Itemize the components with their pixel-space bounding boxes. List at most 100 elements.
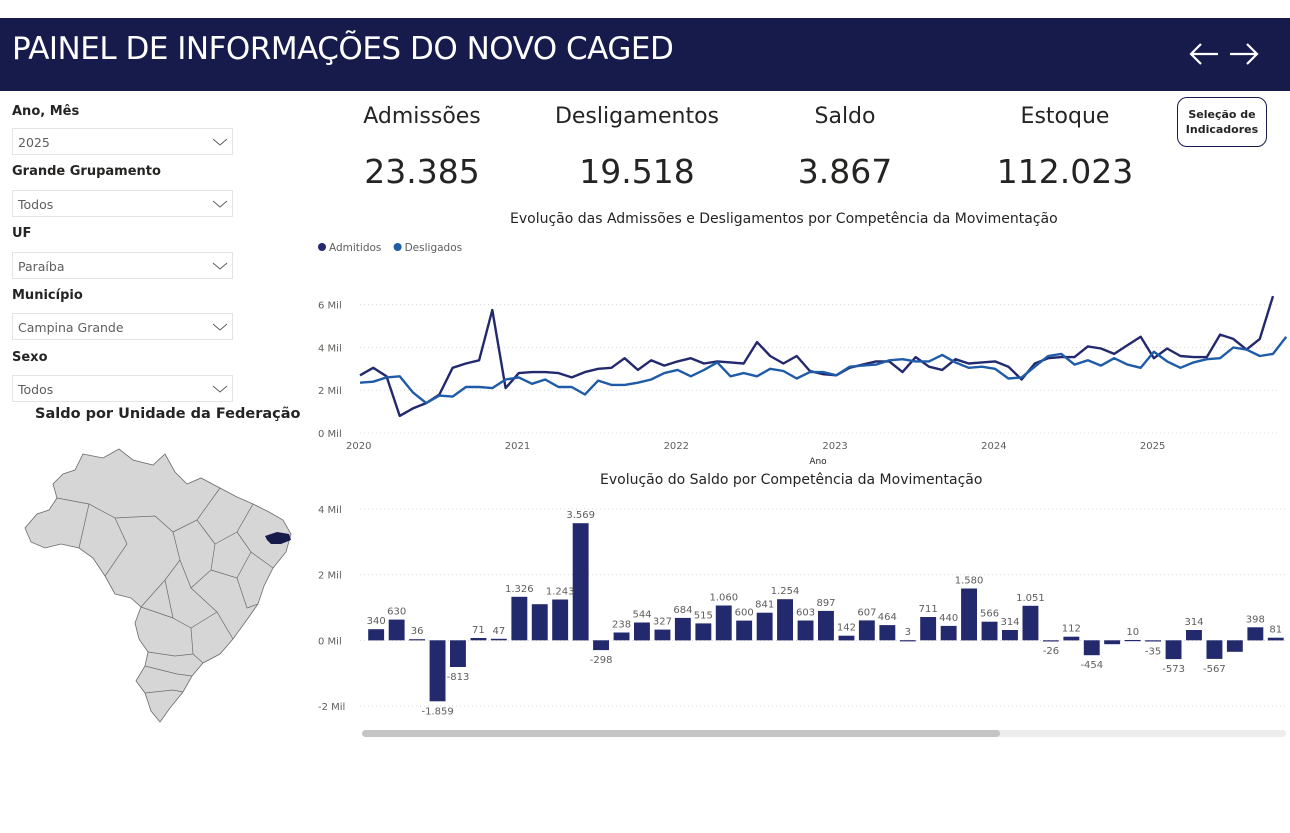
legend-marker-desligados[interactable]: [393, 243, 402, 251]
series-line-admitidos[interactable]: [359, 295, 1275, 418]
filter-select-sexo[interactable]: Todos: [12, 375, 233, 402]
saldo-bar[interactable]: [593, 640, 609, 651]
saldo-bar-label: -35: [1145, 647, 1161, 658]
saldo-bar[interactable]: [409, 639, 425, 641]
filter-select-ano-mes[interactable]: 2025: [12, 128, 233, 155]
saldo-bar[interactable]: [1063, 636, 1080, 641]
saldo-bar[interactable]: [654, 629, 671, 641]
saldo-bar[interactable]: [388, 619, 405, 641]
line-chart-x-tick: 2021: [505, 441, 530, 452]
saldo-bar[interactable]: [531, 604, 548, 641]
saldo-bar[interactable]: [1104, 640, 1121, 645]
saldo-bar[interactable]: [470, 638, 487, 641]
saldo-bar-label: -573: [1162, 664, 1185, 675]
saldo-bar[interactable]: [695, 623, 712, 641]
saldo-bar-label: -813: [447, 672, 470, 683]
saldo-bar[interactable]: [1002, 630, 1018, 641]
legend-label-admitidos[interactable]: Admitidos: [329, 242, 381, 254]
saldo-bar-label: 36: [411, 626, 424, 637]
saldo-bar[interactable]: [736, 620, 753, 641]
saldo-bar-label: 607: [857, 607, 876, 618]
saldo-bar[interactable]: [368, 629, 385, 641]
saldo-bar[interactable]: [572, 523, 589, 641]
filter-value-municipio: Campina Grande: [18, 320, 124, 335]
saldo-bar-label: 1.254: [771, 586, 800, 597]
forward-arrow-icon[interactable]: [1226, 38, 1262, 70]
saldo-bar[interactable]: [450, 640, 466, 667]
saldo-bar[interactable]: [961, 588, 977, 641]
series-line-desligados[interactable]: [359, 336, 1288, 405]
saldo-bar[interactable]: [1022, 605, 1039, 641]
saldo-bar-label: 1.580: [955, 576, 984, 587]
saldo-bar[interactable]: [1145, 640, 1161, 642]
filter-select-uf[interactable]: Paraíba: [12, 252, 233, 279]
saldo-bar[interactable]: [1124, 640, 1141, 642]
horizontal-scrollbar-thumb[interactable]: [362, 730, 1000, 737]
brazil-outline: [24, 448, 292, 723]
kpi-label-saldo: Saldo: [814, 104, 876, 129]
saldo-bar-label: 440: [939, 613, 958, 624]
saldo-bar[interactable]: [1247, 627, 1264, 641]
saldo-bar[interactable]: [797, 620, 814, 641]
saldo-bar[interactable]: [429, 640, 446, 702]
kpi-value-desligamentos: 19.518: [579, 152, 695, 191]
saldo-bar[interactable]: [940, 625, 957, 641]
back-arrow-icon[interactable]: [1186, 38, 1222, 70]
saldo-bar[interactable]: [1042, 640, 1059, 642]
filter-value-sexo: Todos: [18, 382, 54, 397]
filter-select-grande-grupamento[interactable]: Todos: [12, 190, 233, 217]
saldo-bar[interactable]: [858, 620, 875, 641]
map-title: Saldo por Unidade da Federação: [35, 406, 301, 422]
saldo-bar[interactable]: [1186, 630, 1202, 641]
saldo-bar[interactable]: [899, 640, 916, 642]
filter-label-grande-grupamento: Grande Grupamento: [12, 164, 161, 179]
saldo-bar-label: 566: [980, 609, 999, 620]
saldo-bar[interactable]: [838, 635, 855, 641]
saldo-bar-label: 544: [632, 610, 651, 621]
saldo-bar-label: -454: [1080, 660, 1103, 671]
saldo-bar[interactable]: [1165, 640, 1182, 660]
saldo-bar-label: 630: [387, 607, 406, 618]
saldo-bar[interactable]: [715, 605, 732, 641]
filter-label-uf: UF: [12, 226, 32, 241]
bar-chart-y-tick: 0 Mil: [318, 636, 342, 647]
saldo-bar[interactable]: [818, 610, 834, 641]
kpi-label-admissoes: Admissões: [363, 104, 481, 129]
saldo-bar[interactable]: [1267, 637, 1284, 641]
saldo-bar-label: 600: [735, 608, 754, 619]
saldo-bar[interactable]: [634, 622, 650, 641]
saldo-bar-label: 897: [816, 598, 835, 609]
paraiba-state-highlight: [265, 532, 291, 544]
saldo-bar[interactable]: [981, 621, 998, 641]
saldo-bar-label: 71: [472, 625, 485, 636]
saldo-bar[interactable]: [490, 638, 507, 641]
line-chart-x-tick: 2025: [1140, 441, 1165, 452]
saldo-bar[interactable]: [511, 596, 528, 641]
saldo-bar-label: -26: [1043, 646, 1059, 657]
saldo-bar[interactable]: [879, 625, 896, 641]
saldo-bar-label: 340: [367, 616, 386, 627]
kpi-label-desligamentos: Desligamentos: [554, 104, 720, 129]
indicator-selection-button[interactable]: Seleção de Indicadores: [1177, 97, 1267, 147]
saldo-bar-label: 1.051: [1016, 593, 1045, 604]
saldo-bar[interactable]: [552, 599, 569, 641]
line-chart-x-axis-label: Ano: [809, 457, 827, 467]
saldo-bar-label: 112: [1062, 624, 1081, 635]
legend-marker-admitidos[interactable]: [318, 243, 326, 251]
filter-label-municipio: Município: [12, 288, 83, 303]
saldo-bar[interactable]: [674, 617, 691, 641]
saldo-bar[interactable]: [777, 599, 793, 641]
saldo-bar[interactable]: [920, 617, 937, 641]
saldo-bar[interactable]: [613, 632, 630, 641]
saldo-bar-label: 684: [673, 605, 692, 616]
legend-label-desligados[interactable]: Desligados: [405, 242, 463, 254]
saldo-bar[interactable]: [1083, 640, 1100, 656]
saldo-bar[interactable]: [1226, 640, 1243, 652]
saldo-bar[interactable]: [1206, 640, 1223, 659]
filter-select-municipio[interactable]: Campina Grande: [12, 313, 233, 340]
saldo-bar[interactable]: [756, 612, 773, 641]
indicator-selection-line1: Seleção de: [1188, 108, 1256, 121]
filter-value-grande-grupamento: Todos: [18, 197, 54, 212]
saldo-bar-label: -1.859: [421, 706, 453, 717]
saldo-bar-label: 327: [653, 617, 672, 628]
